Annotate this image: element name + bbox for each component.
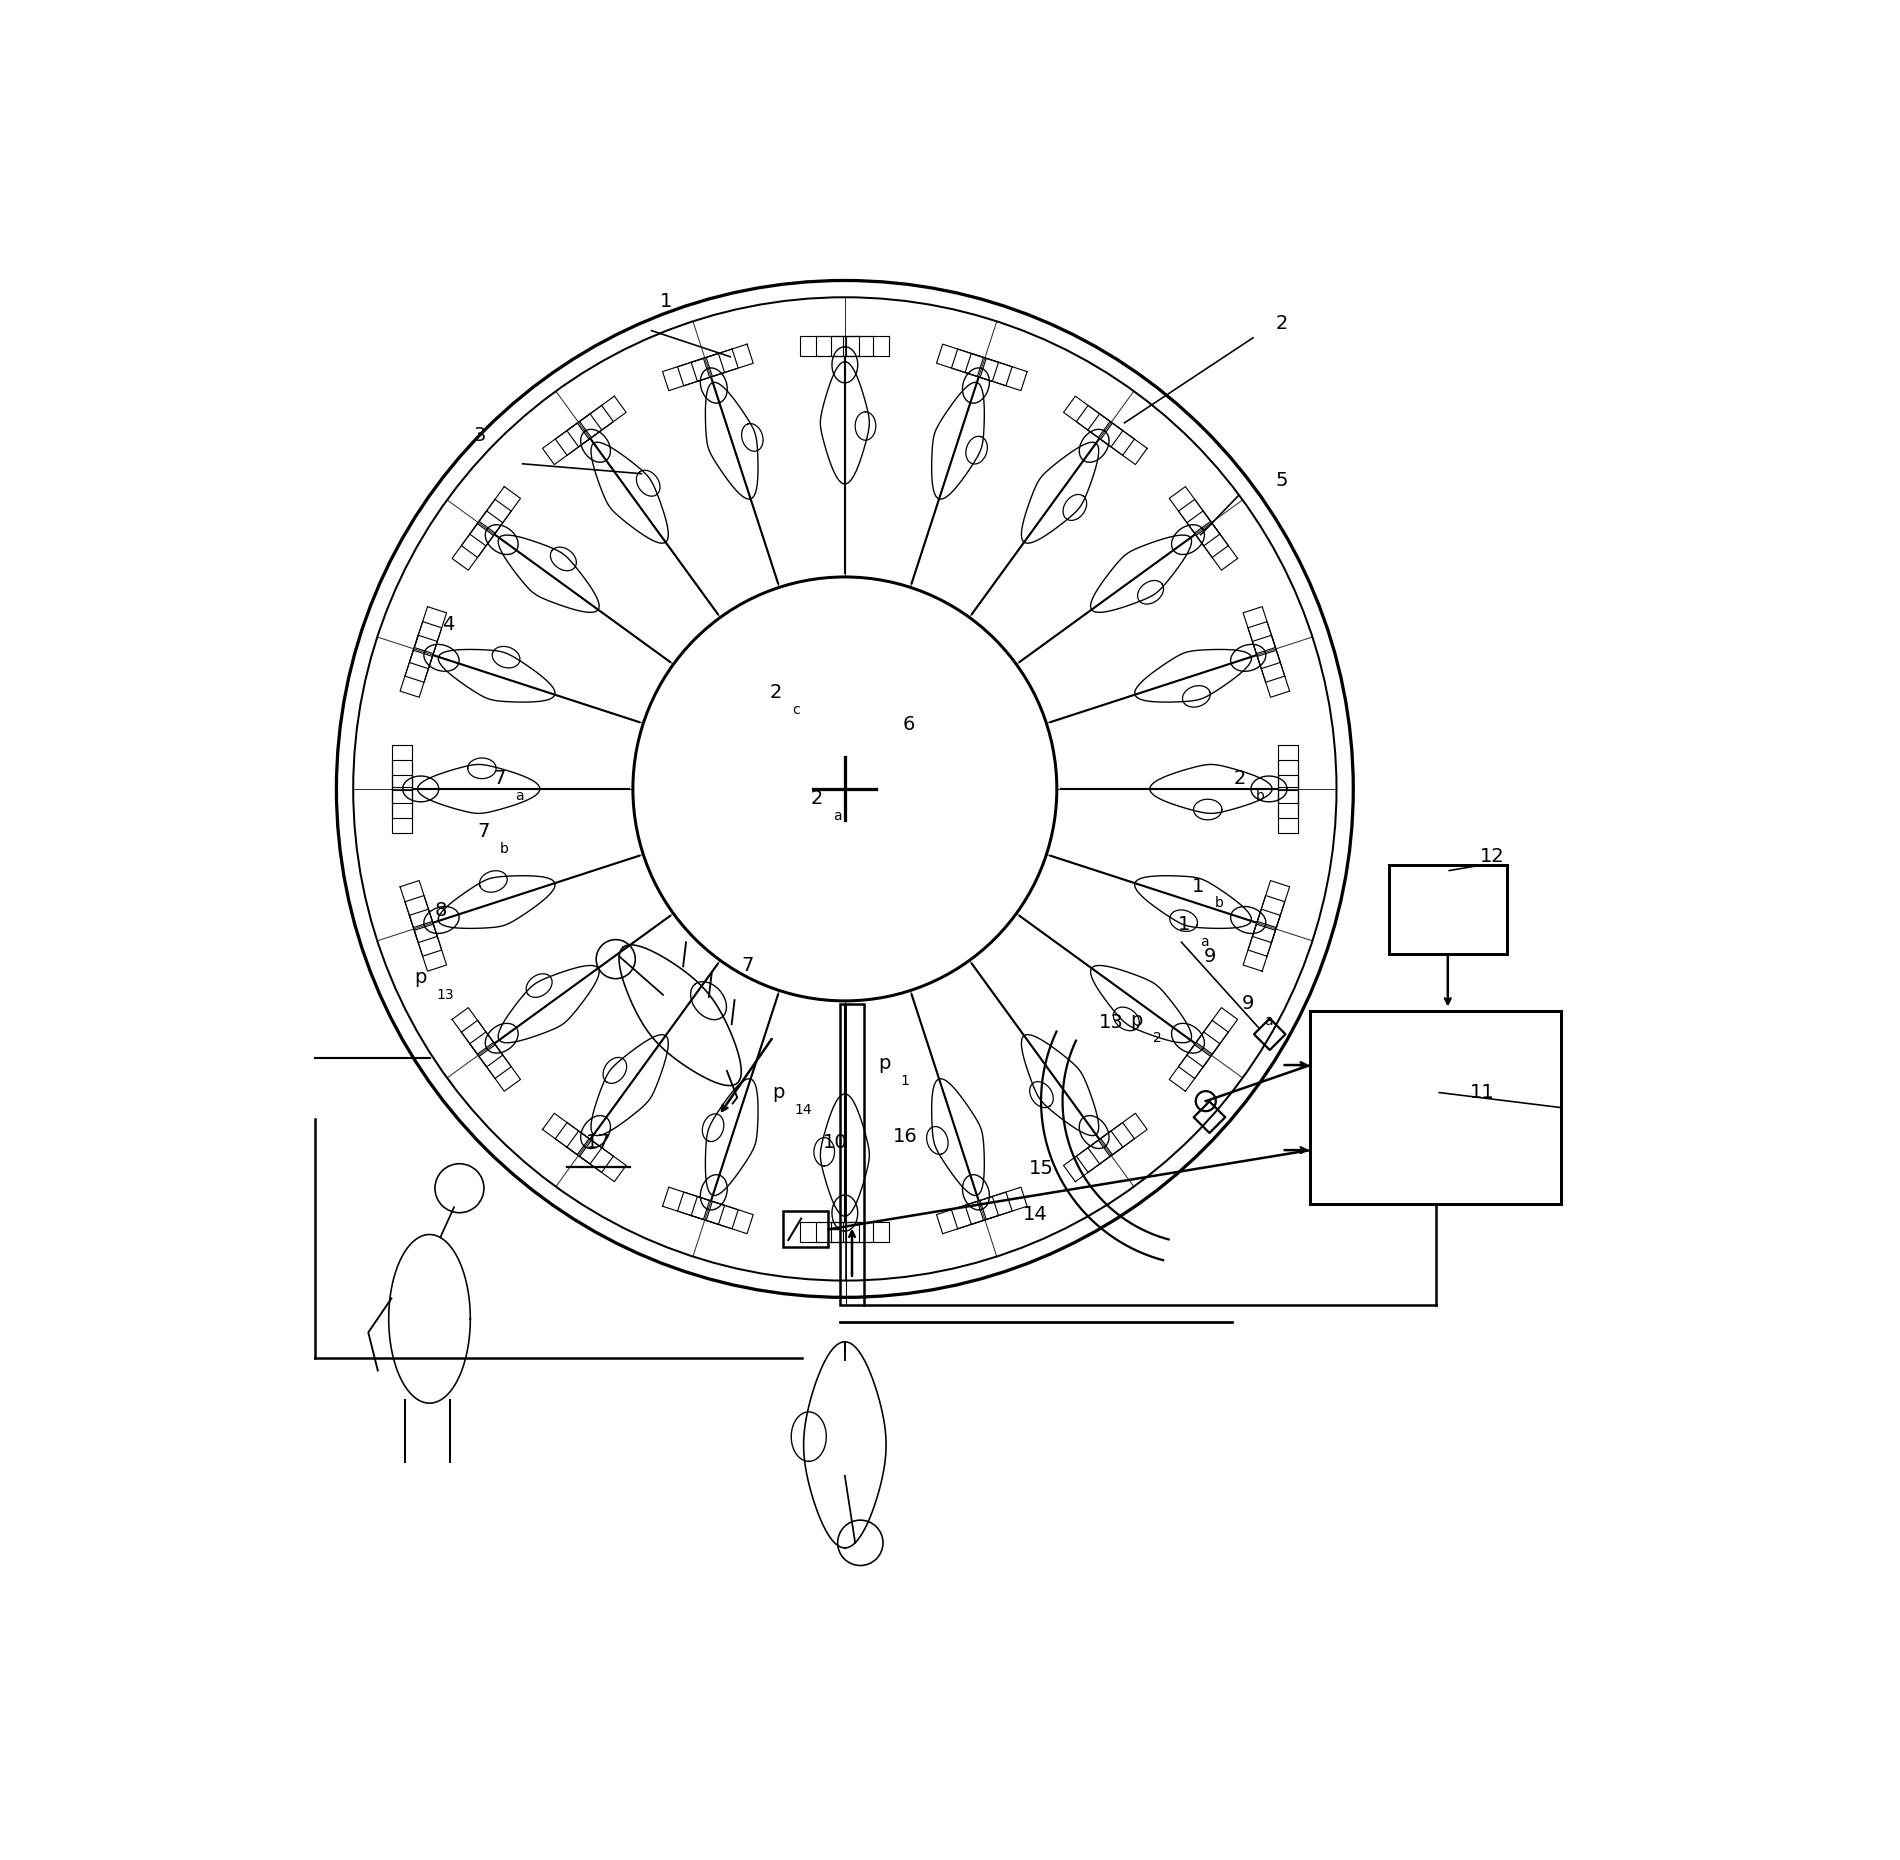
Text: 10: 10 [823,1133,847,1151]
Text: 1: 1 [901,1073,910,1088]
Text: 2: 2 [1233,770,1246,789]
Text: 1: 1 [1178,915,1189,934]
Text: 14: 14 [794,1103,813,1116]
Text: 15: 15 [1028,1159,1053,1177]
Bar [1389,865,1507,954]
Text: 14: 14 [1022,1205,1047,1224]
Text: 5: 5 [1275,471,1288,491]
Text: p: p [771,1083,785,1101]
Text: p: p [878,1055,891,1073]
Text: p: p [414,969,428,988]
Text: c: c [792,703,800,716]
Text: 7: 7 [492,770,505,789]
Text: 8: 8 [435,900,446,921]
Text: 17: 17 [585,1133,612,1151]
Text: a: a [1201,936,1208,949]
Text: 11: 11 [1471,1083,1495,1101]
Text: 13: 13 [1098,1014,1123,1032]
Text: 2: 2 [1153,1030,1161,1045]
Text: 3: 3 [473,426,486,445]
Text: b: b [1214,897,1224,910]
Text: 9: 9 [1205,947,1216,965]
Bar [1311,1012,1562,1203]
Text: 12: 12 [1480,846,1505,865]
Text: a: a [1265,1014,1273,1029]
Bar [840,1004,864,1304]
Text: 1: 1 [1191,876,1205,897]
Text: 2: 2 [770,683,781,703]
Text: 13: 13 [437,988,454,1003]
Text: a: a [834,809,842,822]
Text: 16: 16 [893,1127,918,1146]
Text: 4: 4 [443,614,454,634]
Bar [783,1211,828,1248]
Text: 2: 2 [811,789,823,809]
Text: b: b [1256,789,1265,804]
Text: 7: 7 [741,956,754,975]
Text: 7: 7 [477,822,490,841]
Text: b: b [500,843,509,856]
Text: 9: 9 [1243,995,1254,1014]
Text: 1: 1 [659,292,673,311]
Text: p: p [1130,1012,1142,1030]
Text: 2: 2 [1275,314,1288,333]
Text: a: a [515,789,524,804]
Text: 6: 6 [902,714,916,735]
